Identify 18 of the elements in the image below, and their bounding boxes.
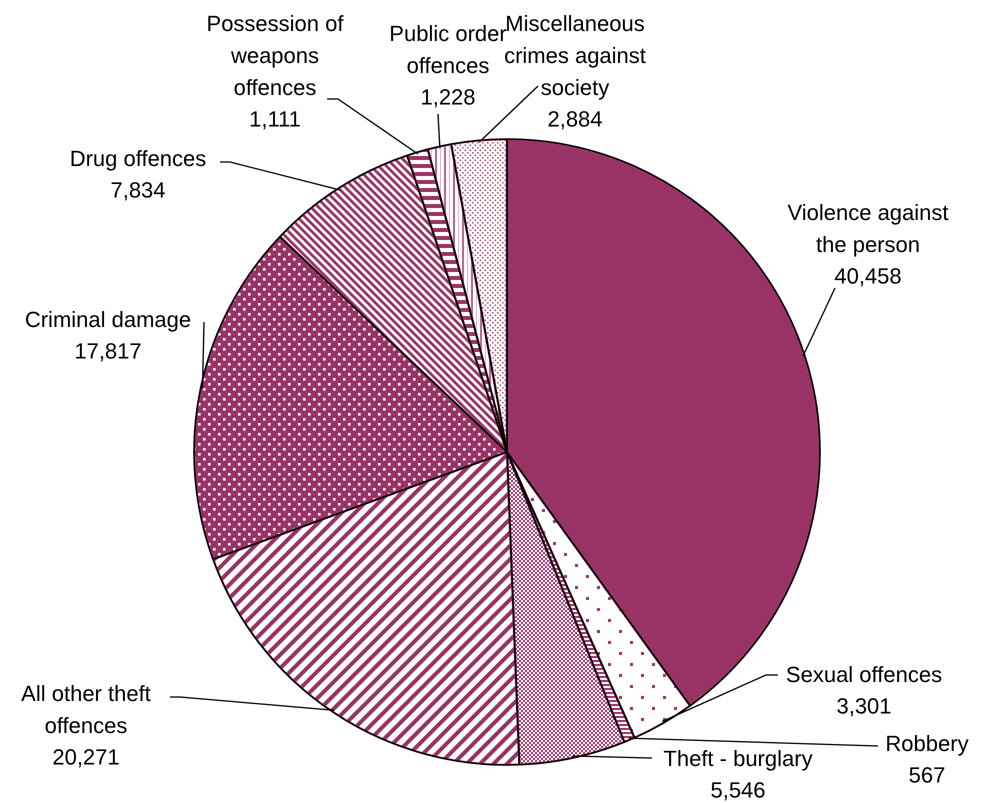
- data-label: 17,817: [74, 338, 142, 364]
- slice-label: Drug offences: [70, 146, 206, 170]
- data-label: 3,301: [836, 694, 892, 718]
- data-label: 7,834: [110, 178, 166, 202]
- slice-label: Violence against the person: [787, 200, 949, 256]
- slice-label: Sexual offences: [786, 662, 942, 686]
- data-label: 1,111: [249, 106, 301, 132]
- slice-label: Theft - burglary: [663, 746, 813, 770]
- slice-label: Possession of weapons offences: [206, 10, 344, 100]
- slice-label: Robbery: [885, 730, 969, 756]
- data-label: 20,271: [52, 744, 120, 770]
- data-label: 567: [908, 762, 946, 788]
- data-label: 5,546: [710, 778, 766, 802]
- slice-label: Criminal damage: [24, 306, 192, 332]
- data-label: 1,228: [420, 84, 476, 110]
- data-label: 2,884: [547, 106, 603, 132]
- data-label: 40,458: [834, 264, 902, 288]
- slice-label: All other theft offences: [21, 680, 151, 738]
